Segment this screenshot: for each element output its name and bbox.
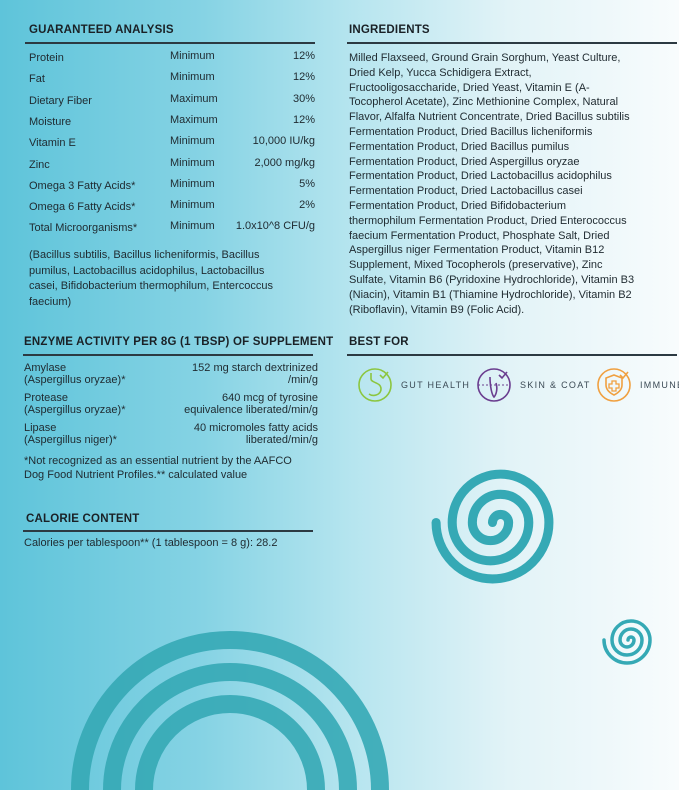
ingredient-line: Milled Flaxseed, Ground Grain Sorghum, Y… xyxy=(349,52,621,64)
shield-cross-icon xyxy=(597,368,631,402)
best-for-skin-coat: SKIN & COAT xyxy=(476,367,591,403)
enzyme-value: 40 micromoles fatty acids xyxy=(193,422,318,434)
ingredient-line: (Riboflavin), Vitamin B9 (Folic Acid). xyxy=(349,303,525,316)
nutrient-name: Dietary Fiber xyxy=(29,94,92,107)
footnote-line: *Not recognized as an essential nutrient… xyxy=(24,455,292,467)
nutrient-value: 10,000 IU/kg xyxy=(252,135,315,148)
divider xyxy=(347,354,677,356)
ingredient-line: Supplement, Mixed Tocopherols (preservat… xyxy=(349,259,603,272)
nutrient-value: 1.0x10^8 CFU/g xyxy=(235,220,315,233)
enzyme-value-unit: equivalence liberated/min/g xyxy=(184,404,318,416)
best-for-label: GUT HEALTH xyxy=(401,380,471,390)
guaranteed-analysis-title: GUARANTEED ANALYSIS xyxy=(29,24,174,36)
calorie-content-title: CALORIE CONTENT xyxy=(26,513,140,525)
enzyme-source: (Aspergillus niger)* xyxy=(24,434,117,446)
nutrient-name: Vitamin E xyxy=(29,137,76,150)
nutrient-name: Omega 6 Fatty Acids* xyxy=(29,201,136,214)
hair-follicle-icon xyxy=(477,368,511,402)
nutrient-type: Minimum xyxy=(170,199,215,212)
ingredient-line: Dried Kelp, Yucca Schidigera Extract, xyxy=(349,66,532,79)
nutrient-value: 2,000 mg/kg xyxy=(254,156,315,169)
best-for-title: BEST FOR xyxy=(349,336,409,348)
nutrient-value: 12% xyxy=(292,113,315,126)
ingredient-line: Fermentation Product, Dried Bifidobacter… xyxy=(349,200,567,212)
enzyme-source: (Aspergillus oryzae)* xyxy=(24,404,126,416)
enzyme-value-unit: liberated/min/g xyxy=(245,434,318,446)
nutrient-value: 5% xyxy=(299,177,315,190)
enzyme-name: Lipase xyxy=(24,422,57,434)
divider xyxy=(23,354,313,356)
enzyme-value: 152 mg starch dextrinized xyxy=(192,362,318,374)
enzyme-value-unit: /min/g xyxy=(288,374,318,386)
ingredient-line: Fermentation Product, Dried Lactobacillu… xyxy=(349,185,583,198)
ingredients-title: INGREDIENTS xyxy=(349,24,430,36)
nutrient-name: Total Microorganisms* xyxy=(29,222,138,235)
note-line: faecium) xyxy=(29,295,72,308)
ingredient-line: (Niacin), Vitamin B1 (Thiamine Hydrochlo… xyxy=(349,288,632,301)
nutrient-type: Minimum xyxy=(170,156,215,169)
note-line: (Bacillus subtilis, Bacillus licheniform… xyxy=(29,249,260,261)
stomach-icon xyxy=(358,368,392,402)
nutrient-value: 30% xyxy=(292,92,315,105)
nutrient-type: Minimum xyxy=(170,71,215,84)
divider xyxy=(347,42,677,44)
enzyme-activity-title: ENZYME ACTIVITY PER 8G (1 TBSP) OF SUPPL… xyxy=(24,336,334,348)
best-for-label: IMMUNE xyxy=(640,380,679,390)
ingredient-line: Fermentation Product, Dried Bacillus pum… xyxy=(349,140,570,153)
ingredient-line: Aspergillus niger Fermentation Product, … xyxy=(349,244,605,257)
nutrient-name: Fat xyxy=(29,73,45,86)
enzyme-name: Protease xyxy=(24,392,69,404)
nutrient-type: Maximum xyxy=(170,113,218,126)
nutrient-type: Maximum xyxy=(170,92,218,105)
best-for-immune: IMMUNE xyxy=(596,367,679,403)
nutrient-name: Moisture xyxy=(29,115,72,128)
nutrient-name: Zinc xyxy=(29,158,50,171)
nutrient-type: Minimum xyxy=(170,220,215,233)
footnote-line: Dog Food Nutrient Profiles.** calculated… xyxy=(24,468,248,481)
nutrient-name: Omega 3 Fatty Acids* xyxy=(29,179,136,192)
divider xyxy=(25,42,315,44)
ingredient-line: faecium Fermentation Product, Phosphate … xyxy=(349,229,610,242)
nutrient-value: 12% xyxy=(292,71,315,84)
nutrient-type: Minimum xyxy=(170,135,215,148)
enzyme-source: (Aspergillus oryzae)* xyxy=(24,374,126,386)
ingredient-line: Fermentation Product, Dried Bacillus lic… xyxy=(349,126,593,138)
nutrient-value: 2% xyxy=(299,199,315,212)
swirl-logo-small xyxy=(602,619,652,665)
divider xyxy=(23,530,313,532)
note-line: pumilus, Lactobacillus acidophilus, Lact… xyxy=(29,264,265,277)
nutrient-value: 12% xyxy=(292,50,315,62)
swirl-logo xyxy=(431,469,554,584)
note-line: casei, Bifidobacterium thermophilum, Ent… xyxy=(29,280,273,292)
nutrient-name: Protein xyxy=(29,52,64,64)
best-for-label: SKIN & COAT xyxy=(520,380,591,390)
ingredient-line: Fermentation Product, Dried Lactobacillu… xyxy=(349,170,612,183)
ingredient-line: thermophilum Fermentation Product, Dried… xyxy=(349,214,627,227)
nutrient-type: Minimum xyxy=(170,50,215,62)
ingredient-line: Sulfate, Vitamin B6 (Pyridoxine Hydrochl… xyxy=(349,274,635,286)
best-for-gut-health: GUT HEALTH xyxy=(357,367,470,403)
nutrient-type: Minimum xyxy=(170,177,215,190)
calorie-text: Calories per tablespoon** (1 tablespoon … xyxy=(24,537,278,549)
ingredient-line: Tocopherol Acetate), Zinc Methionine Com… xyxy=(349,96,619,109)
ingredient-line: Flavor, Alfalfa Nutrient Concentrate, Dr… xyxy=(349,111,630,124)
ingredient-line: Fermentation Product, Dried Aspergillus … xyxy=(349,155,580,168)
enzyme-value: 640 mcg of tyrosine xyxy=(222,392,318,404)
ingredient-line: Fructooligosaccharide, Dried Yeast, Vita… xyxy=(349,81,590,94)
swirl-logo-large xyxy=(71,631,389,790)
enzyme-name: Amylase xyxy=(24,362,67,374)
